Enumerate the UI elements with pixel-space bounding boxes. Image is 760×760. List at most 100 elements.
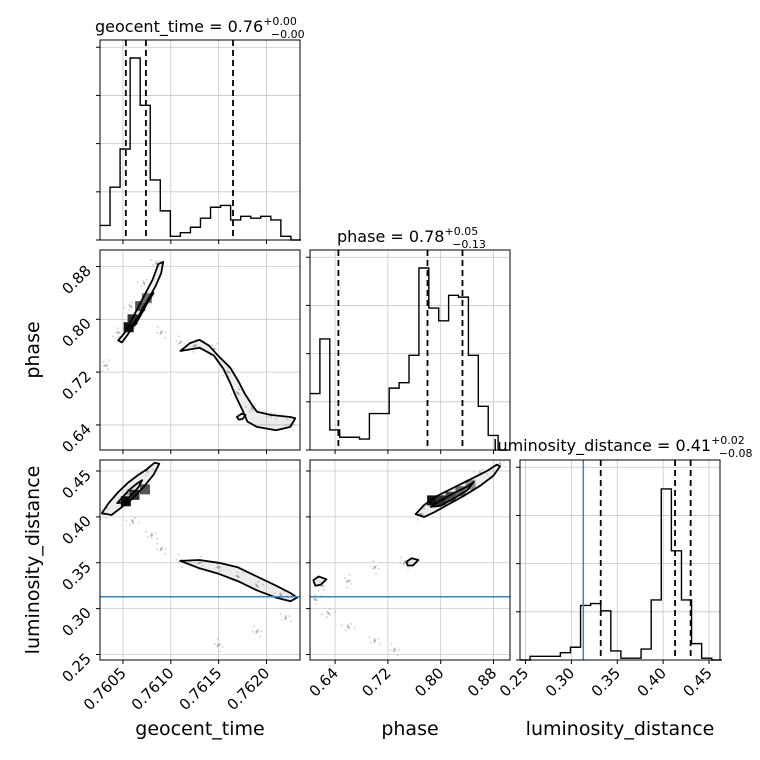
scatter-point xyxy=(201,564,204,567)
scatter-point xyxy=(159,260,162,263)
scatter-point xyxy=(499,460,502,463)
scatter-point xyxy=(161,546,164,549)
scatter-point xyxy=(180,340,183,343)
scatter-point xyxy=(373,566,376,569)
scatter-point xyxy=(286,418,289,421)
scatter-point xyxy=(284,618,287,621)
scatter-point xyxy=(341,624,344,627)
scatter-point xyxy=(236,571,239,574)
title-luminosity-distance: luminosity_distance = 0.41+0.02 −0.08 xyxy=(493,434,753,460)
scatter-point xyxy=(104,364,108,367)
histogram-phase xyxy=(310,267,509,451)
scatter-point xyxy=(156,548,159,551)
x-tick-label-luminosity_distance: 0.45 xyxy=(679,664,715,700)
scatter-point xyxy=(159,547,163,551)
scatter-point xyxy=(142,280,145,283)
scatter-point xyxy=(498,462,502,465)
scatter-point xyxy=(163,336,166,339)
scatter-point xyxy=(143,283,146,286)
scatter-point xyxy=(216,637,219,640)
scatter-point xyxy=(369,641,372,644)
scatter-point xyxy=(349,579,352,582)
scatter-point xyxy=(177,561,180,564)
scatter-point xyxy=(333,611,336,614)
ylabel-luminosity-distance: luminosity_distance xyxy=(22,466,44,655)
y-tick-label-luminosity_distance: 0.40 xyxy=(58,512,94,548)
scatter-point xyxy=(132,522,135,525)
scatter-point xyxy=(130,301,133,304)
scatter-point xyxy=(106,364,109,367)
scatter-point xyxy=(284,616,287,620)
scatter-point xyxy=(378,643,381,646)
scatter-point xyxy=(156,537,159,540)
scatter-point xyxy=(251,630,254,633)
scatter-point xyxy=(156,326,159,329)
scatter-point xyxy=(116,327,119,330)
scatter-point xyxy=(328,608,331,611)
scatter-point xyxy=(219,566,222,569)
scatter-point xyxy=(259,636,262,639)
scatter-point xyxy=(284,614,287,617)
scatter-point xyxy=(150,533,153,537)
scatter-point xyxy=(262,583,265,586)
y-tick-label-phase: 0.80 xyxy=(58,314,94,350)
scatter-point xyxy=(161,329,164,332)
scatter-point xyxy=(394,647,397,650)
scatter-point xyxy=(257,408,260,411)
histogram-luminosity_distance xyxy=(520,488,722,661)
scatter-point xyxy=(403,561,406,565)
scatter-point xyxy=(200,561,203,564)
scatter-point xyxy=(350,582,353,585)
scatter-point xyxy=(282,590,285,593)
y-tick-label-luminosity_distance: 0.30 xyxy=(58,604,94,640)
scatter-point xyxy=(344,577,347,580)
scatter-point xyxy=(312,597,315,600)
scatter-point xyxy=(266,415,269,418)
scatter-point xyxy=(178,335,181,338)
scatter-point xyxy=(216,342,219,345)
contour-phase_vs_geocent_time-3 xyxy=(235,412,247,421)
scatter-point xyxy=(235,390,238,393)
scatter-point xyxy=(252,625,255,628)
scatter-point xyxy=(402,563,405,566)
scatter-point xyxy=(368,635,371,638)
scatter-point xyxy=(180,566,183,569)
scatter-point xyxy=(183,342,186,345)
x-tick-label-phase: 0.80 xyxy=(411,664,447,700)
scatter-point xyxy=(164,547,167,550)
scatter-point xyxy=(232,367,235,370)
scatter-point xyxy=(244,405,247,408)
scatter-point xyxy=(128,309,131,312)
scatter-point xyxy=(346,586,349,589)
xlabel-phase: phase xyxy=(381,718,438,740)
scatter-point xyxy=(225,370,228,373)
scatter-point xyxy=(285,423,288,426)
scatter-point xyxy=(102,360,105,363)
panel-frame xyxy=(99,459,301,661)
scatter-point xyxy=(218,650,221,653)
density-cell xyxy=(455,486,466,497)
histogram-layer xyxy=(100,57,722,661)
scatter-point xyxy=(199,555,202,558)
scatter-point xyxy=(389,648,392,651)
scatter-point xyxy=(213,642,216,645)
scatter-point xyxy=(142,281,146,285)
scatter-point xyxy=(321,613,324,616)
scatter-point xyxy=(226,370,230,374)
scatter-point xyxy=(115,330,118,333)
panel-frame xyxy=(99,39,301,241)
scatter-point xyxy=(350,622,353,625)
marker-line-layer xyxy=(100,40,692,660)
scatter-point xyxy=(397,648,400,651)
scatter-point xyxy=(313,598,317,601)
scatter-point xyxy=(145,530,148,533)
scatter-point xyxy=(154,532,157,535)
scatter-point xyxy=(288,615,291,618)
scatter-point xyxy=(123,306,126,309)
scatter-point xyxy=(289,620,292,623)
scatter-point xyxy=(373,637,376,640)
panel-frame xyxy=(519,459,721,661)
scatter-point xyxy=(216,645,219,648)
scatter-point xyxy=(504,466,507,469)
scatter-point xyxy=(248,410,251,413)
